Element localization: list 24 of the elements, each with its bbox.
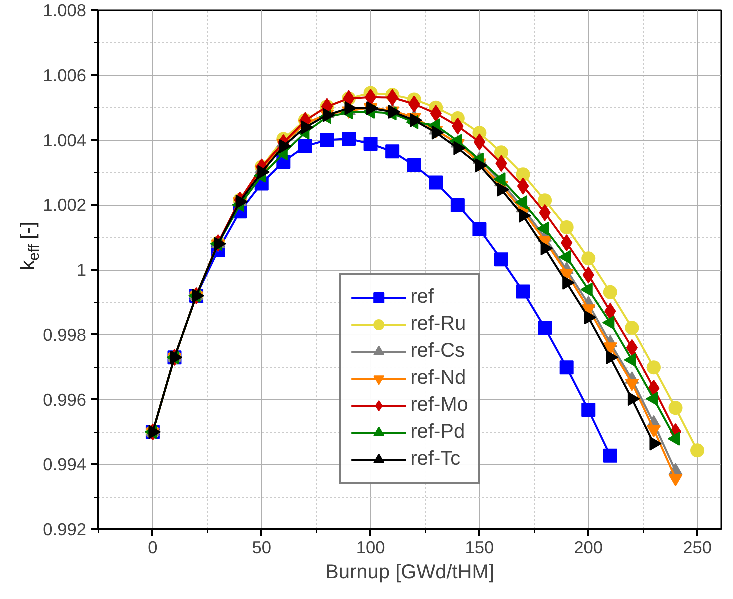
y-tick-label: 1.004 xyxy=(43,130,87,150)
y-tick-label: 0.994 xyxy=(43,454,87,475)
legend-label: ref-Ru xyxy=(410,312,466,337)
legend-label: ref-Nd xyxy=(410,366,466,391)
x-axis-title: Burnup [GWd/tHM] xyxy=(326,562,494,584)
legend-label: ref-Pd xyxy=(410,420,466,445)
x-tick-label: 150 xyxy=(465,538,494,558)
y-axis-title: keff [-] xyxy=(18,222,43,270)
legend-label: ref-Mo xyxy=(410,393,468,418)
legend-label: ref xyxy=(410,285,434,310)
legend-label: ref-Cs xyxy=(410,339,466,364)
x-tick-label: 250 xyxy=(683,538,712,558)
x-tick-label: 0 xyxy=(148,538,158,558)
y-tick-label: 0.996 xyxy=(43,390,87,410)
x-tick-label: 200 xyxy=(574,538,604,558)
y-tick-label: 0.992 xyxy=(43,520,87,540)
legend-label: ref-Tc xyxy=(410,447,461,472)
y-tick-label: 1.008 xyxy=(43,0,87,20)
x-tick-label: 50 xyxy=(252,538,272,558)
y-tick-label: 1.006 xyxy=(43,65,87,86)
x-tick-label: 100 xyxy=(356,538,386,558)
y-tick-label: 1.002 xyxy=(43,195,87,216)
y-tick-label: 0.998 xyxy=(43,324,87,345)
y-tick-label: 1 xyxy=(76,260,87,280)
